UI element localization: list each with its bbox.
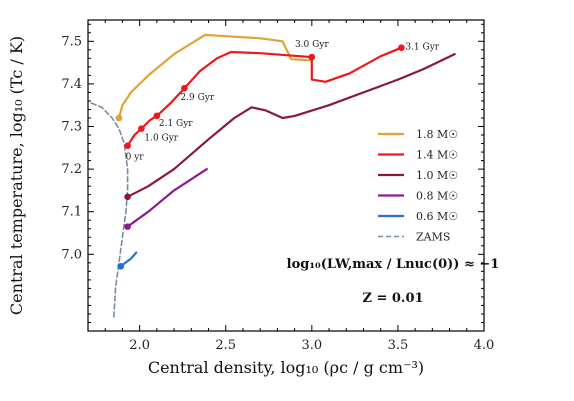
y-tick-label-1: 7.1 xyxy=(61,205,82,220)
series-line-5 xyxy=(90,102,129,319)
marker-label-1: 0 yr xyxy=(126,153,145,163)
x-tick-label-3: 3.5 xyxy=(388,338,409,353)
series-line-0 xyxy=(117,33,313,120)
x-tick-label-4: 4.0 xyxy=(474,338,495,353)
marker-7 xyxy=(124,193,131,201)
ratio-annotation: log₁₀(LW,max / Lnuc(0)) ≈ −1 xyxy=(287,257,500,272)
x-tick-label-1: 2.5 xyxy=(215,338,236,353)
marker-label-4: 2.9 Gyr xyxy=(180,93,214,103)
x-tick-label-2: 3.0 xyxy=(301,338,322,353)
marker-4 xyxy=(181,84,188,92)
axes: 2.0 2.5 3.0 3.5 4.0 7.0 7.1 7.2 7.3 7.4 7.5 Central… xyxy=(7,19,495,377)
marker-8 xyxy=(124,223,131,230)
y-tick-label-5: 7.5 xyxy=(61,34,82,49)
series-line-3 xyxy=(126,168,208,228)
plot-frame xyxy=(87,19,485,332)
x-axis-label: Central density, log₁₀ (ρc / g cm⁻³) xyxy=(148,358,424,377)
x-tick-label-0: 2.0 xyxy=(129,338,150,353)
y-axis-label: Central temperature, log₁₀ (Tc / K) xyxy=(7,36,26,315)
series-line-1 xyxy=(126,46,403,147)
marker-3 xyxy=(153,112,161,120)
marker-1 xyxy=(124,142,131,149)
y-tick-label-4: 7.4 xyxy=(61,77,82,92)
marker-5 xyxy=(308,53,316,61)
legend-label-2: 1.0 M☉ xyxy=(416,169,458,182)
marker-label-3: 2.1 Gyr xyxy=(159,119,193,129)
marker-2 xyxy=(138,125,145,132)
marker-6 xyxy=(398,44,405,51)
legend-label-1: 1.4 M☉ xyxy=(416,149,458,162)
marker-0 xyxy=(115,114,123,122)
legend-label-0: 1.8 M☉ xyxy=(416,128,458,141)
marker-9 xyxy=(117,262,125,270)
marker-label-6: 3.1 Gyr xyxy=(405,43,439,53)
series-line-2 xyxy=(126,53,456,198)
y-tick-label-0: 7.0 xyxy=(61,247,82,262)
legend-label-4: 0.6 M☉ xyxy=(416,210,458,223)
legend: 1.8 M☉ 1.4 M☉ 1.0 M☉ 0.8 M☉ 0.6 M☉ ZAMS xyxy=(378,128,458,244)
series-line-4 xyxy=(119,251,138,268)
plot-area xyxy=(90,33,456,319)
legend-label-5: ZAMS xyxy=(416,231,450,244)
y-tick-label-3: 7.3 xyxy=(61,120,82,135)
annotations: log₁₀(LW,max / Lnuc(0)) ≈ −1 Z = 0.01 xyxy=(287,257,500,306)
marker-label-5: 3.0 Gyr xyxy=(295,40,329,50)
metallicity-annotation: Z = 0.01 xyxy=(362,291,423,306)
y-tick-label-2: 7.2 xyxy=(61,162,82,177)
marker-label-2: 1.0 Gyr xyxy=(144,134,178,144)
legend-label-3: 0.8 M☉ xyxy=(416,190,458,203)
